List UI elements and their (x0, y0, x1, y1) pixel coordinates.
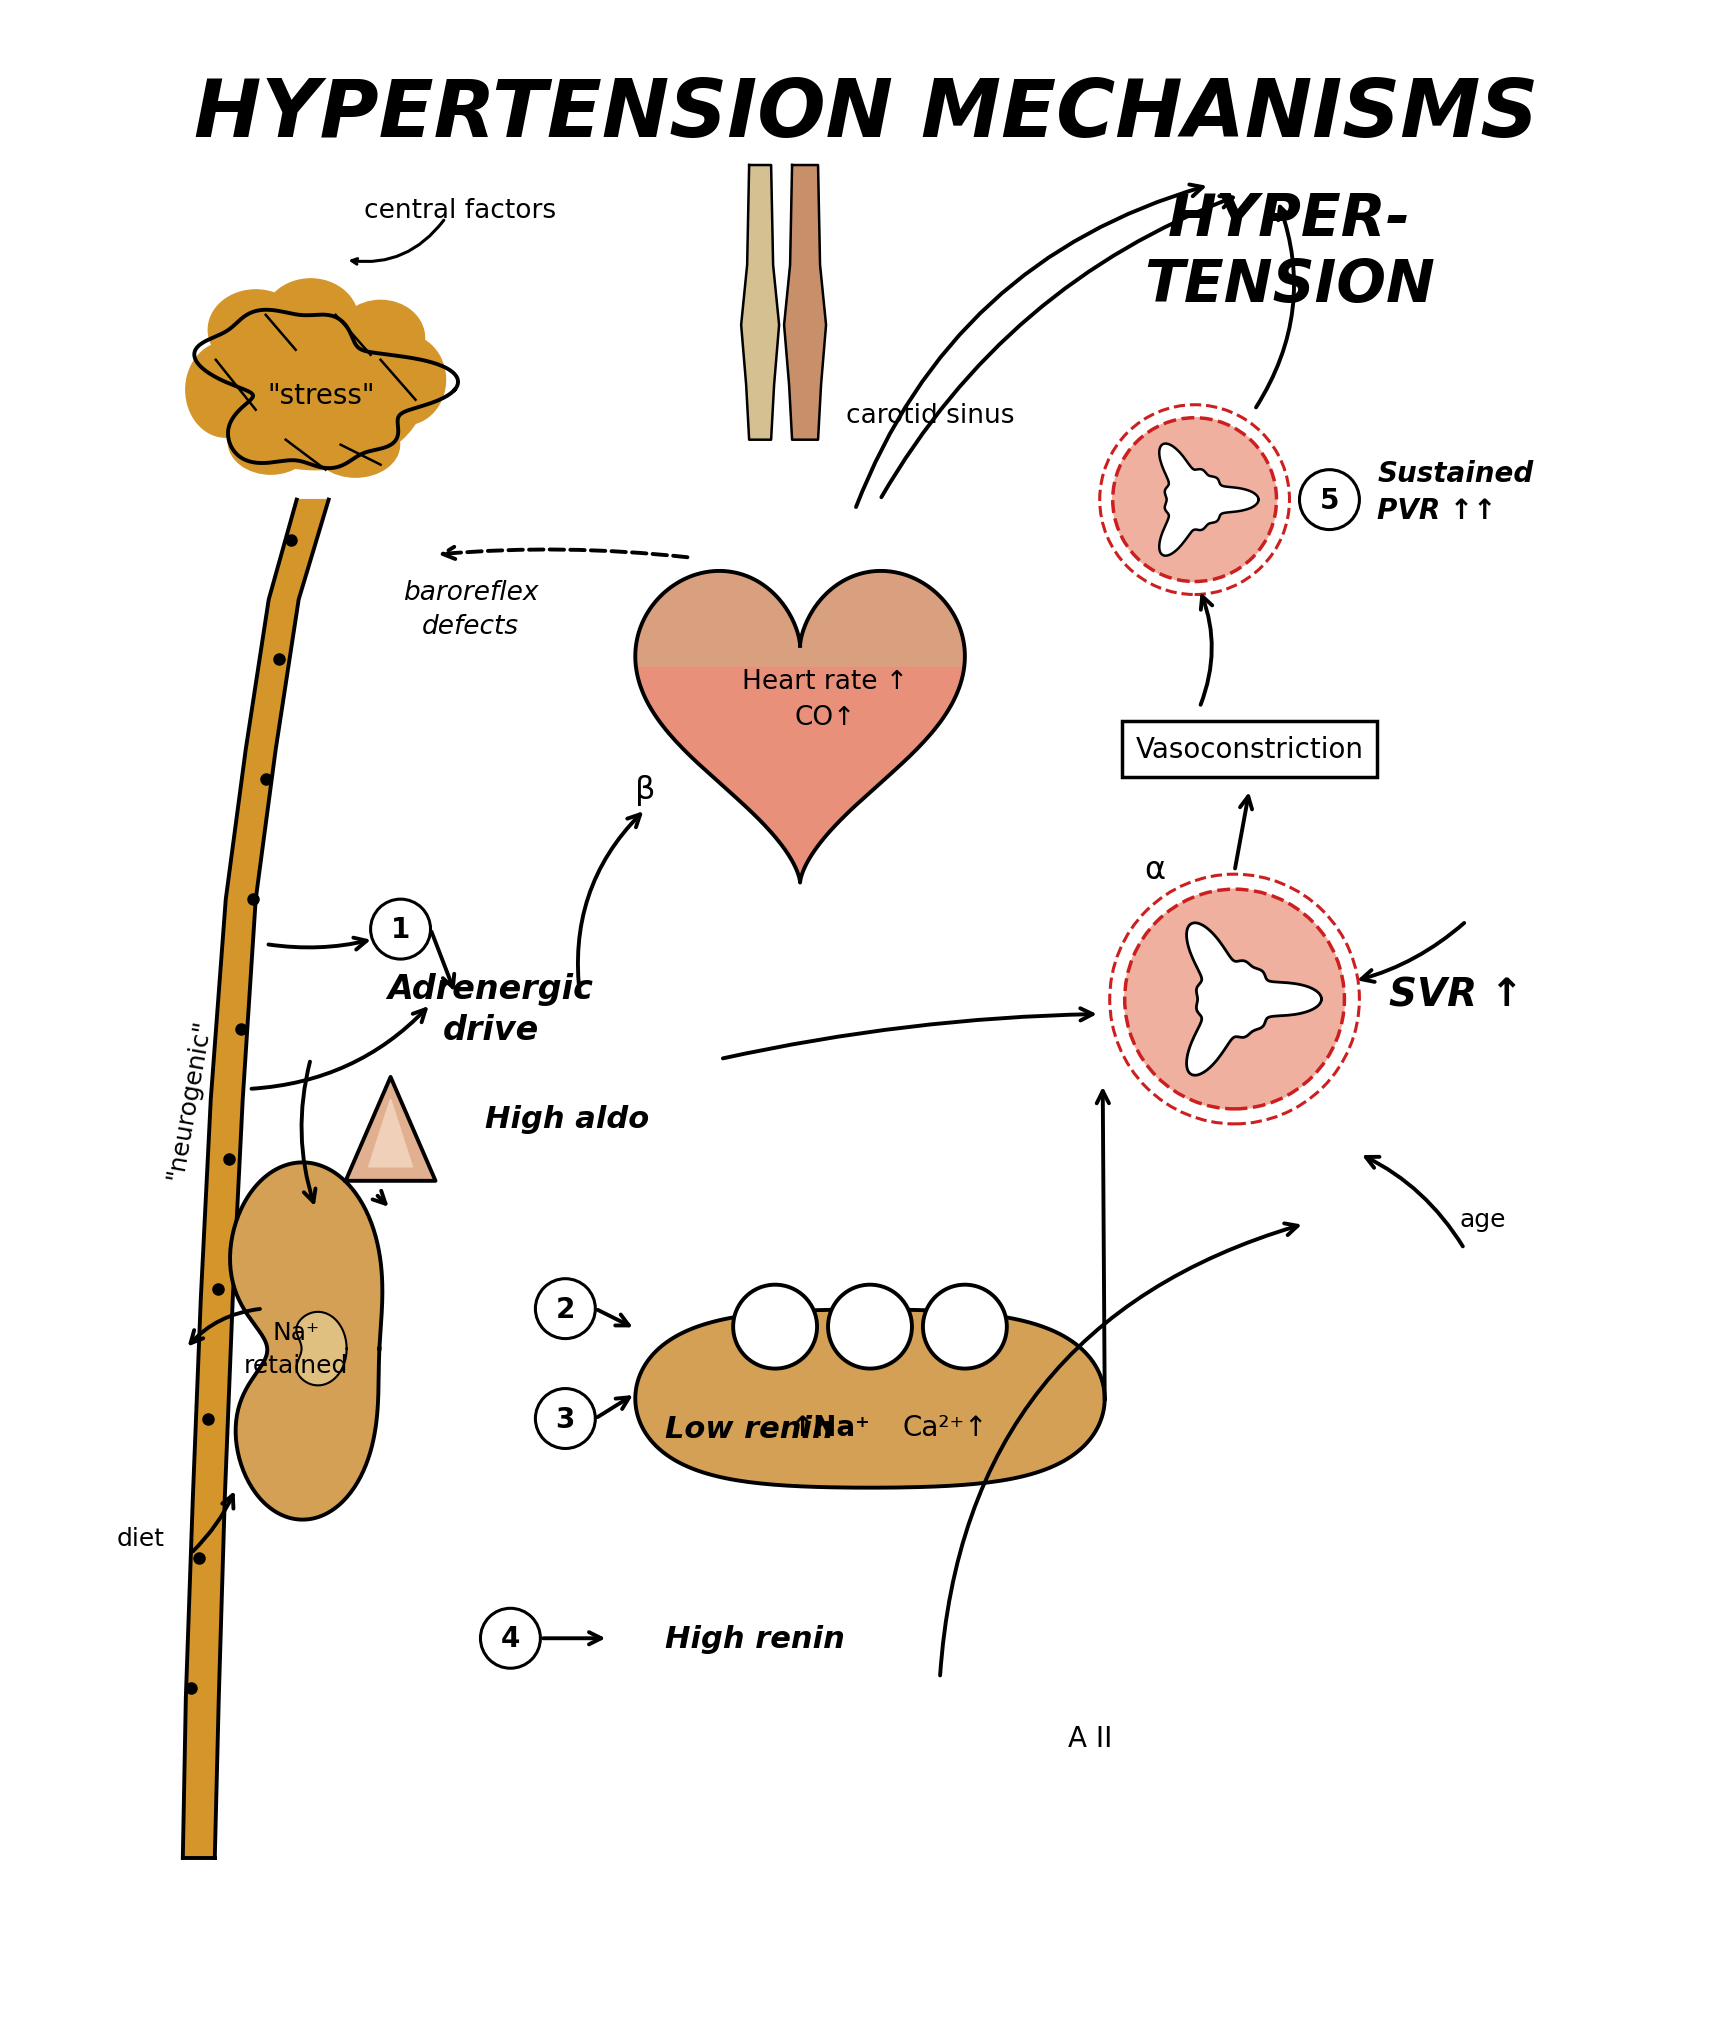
Polygon shape (636, 571, 965, 883)
Text: Na⁺
retained: Na⁺ retained (244, 1319, 348, 1378)
Ellipse shape (185, 343, 265, 438)
Polygon shape (785, 165, 826, 440)
Text: diet: diet (116, 1527, 165, 1550)
Polygon shape (636, 1309, 1105, 1488)
Circle shape (1124, 889, 1344, 1109)
Text: "neurogenic": "neurogenic" (163, 1017, 215, 1183)
Circle shape (828, 1285, 913, 1368)
Polygon shape (230, 1162, 383, 1519)
Text: "stress": "stress" (267, 381, 374, 410)
Text: carotid sinus: carotid sinus (845, 402, 1015, 428)
Polygon shape (346, 1077, 435, 1181)
Circle shape (480, 1609, 540, 1668)
Text: Vasoconstriction: Vasoconstriction (1136, 736, 1363, 765)
Circle shape (1299, 471, 1360, 530)
Text: central factors: central factors (364, 198, 556, 224)
Text: β: β (636, 775, 655, 805)
Text: Ca²⁺↑: Ca²⁺↑ (902, 1413, 987, 1442)
Text: 3: 3 (556, 1405, 575, 1433)
Ellipse shape (263, 279, 359, 361)
Text: 1: 1 (391, 916, 410, 944)
Circle shape (371, 899, 431, 960)
Circle shape (535, 1389, 596, 1450)
Text: High aldo: High aldo (485, 1105, 650, 1134)
Text: Low renin: Low renin (665, 1415, 835, 1444)
Polygon shape (636, 571, 965, 667)
Circle shape (923, 1285, 1006, 1368)
Text: SVR ↑: SVR ↑ (1389, 975, 1524, 1013)
Text: HYPER-
TENSION: HYPER- TENSION (1145, 192, 1434, 314)
Polygon shape (741, 165, 779, 440)
Ellipse shape (365, 336, 445, 426)
Ellipse shape (229, 410, 313, 475)
Ellipse shape (312, 414, 400, 477)
Text: Heart rate ↑
CO↑: Heart rate ↑ CO↑ (741, 669, 908, 732)
Text: Sustained
PVR ↑↑: Sustained PVR ↑↑ (1377, 461, 1533, 524)
Polygon shape (1159, 445, 1259, 557)
Ellipse shape (336, 302, 424, 375)
Circle shape (535, 1278, 596, 1340)
Text: 5: 5 (1320, 487, 1339, 514)
Text: ↑Na⁺: ↑Na⁺ (790, 1413, 869, 1442)
Text: A II: A II (1067, 1725, 1112, 1752)
Polygon shape (296, 1313, 346, 1387)
Circle shape (1112, 418, 1276, 583)
Circle shape (733, 1285, 818, 1368)
Ellipse shape (208, 292, 303, 371)
Text: α: α (1145, 854, 1166, 885)
Ellipse shape (206, 310, 426, 471)
Polygon shape (184, 500, 329, 1858)
Text: Adrenergic
drive: Adrenergic drive (388, 973, 594, 1046)
Text: 4: 4 (501, 1625, 520, 1652)
Text: 2: 2 (556, 1295, 575, 1323)
Text: HYPERTENSION MECHANISMS: HYPERTENSION MECHANISMS (194, 75, 1538, 155)
Polygon shape (1186, 924, 1322, 1077)
Text: age: age (1460, 1207, 1505, 1232)
Text: baroreflex
defects: baroreflex defects (404, 581, 539, 640)
Text: High renin: High renin (665, 1623, 845, 1654)
Polygon shape (369, 1099, 412, 1166)
